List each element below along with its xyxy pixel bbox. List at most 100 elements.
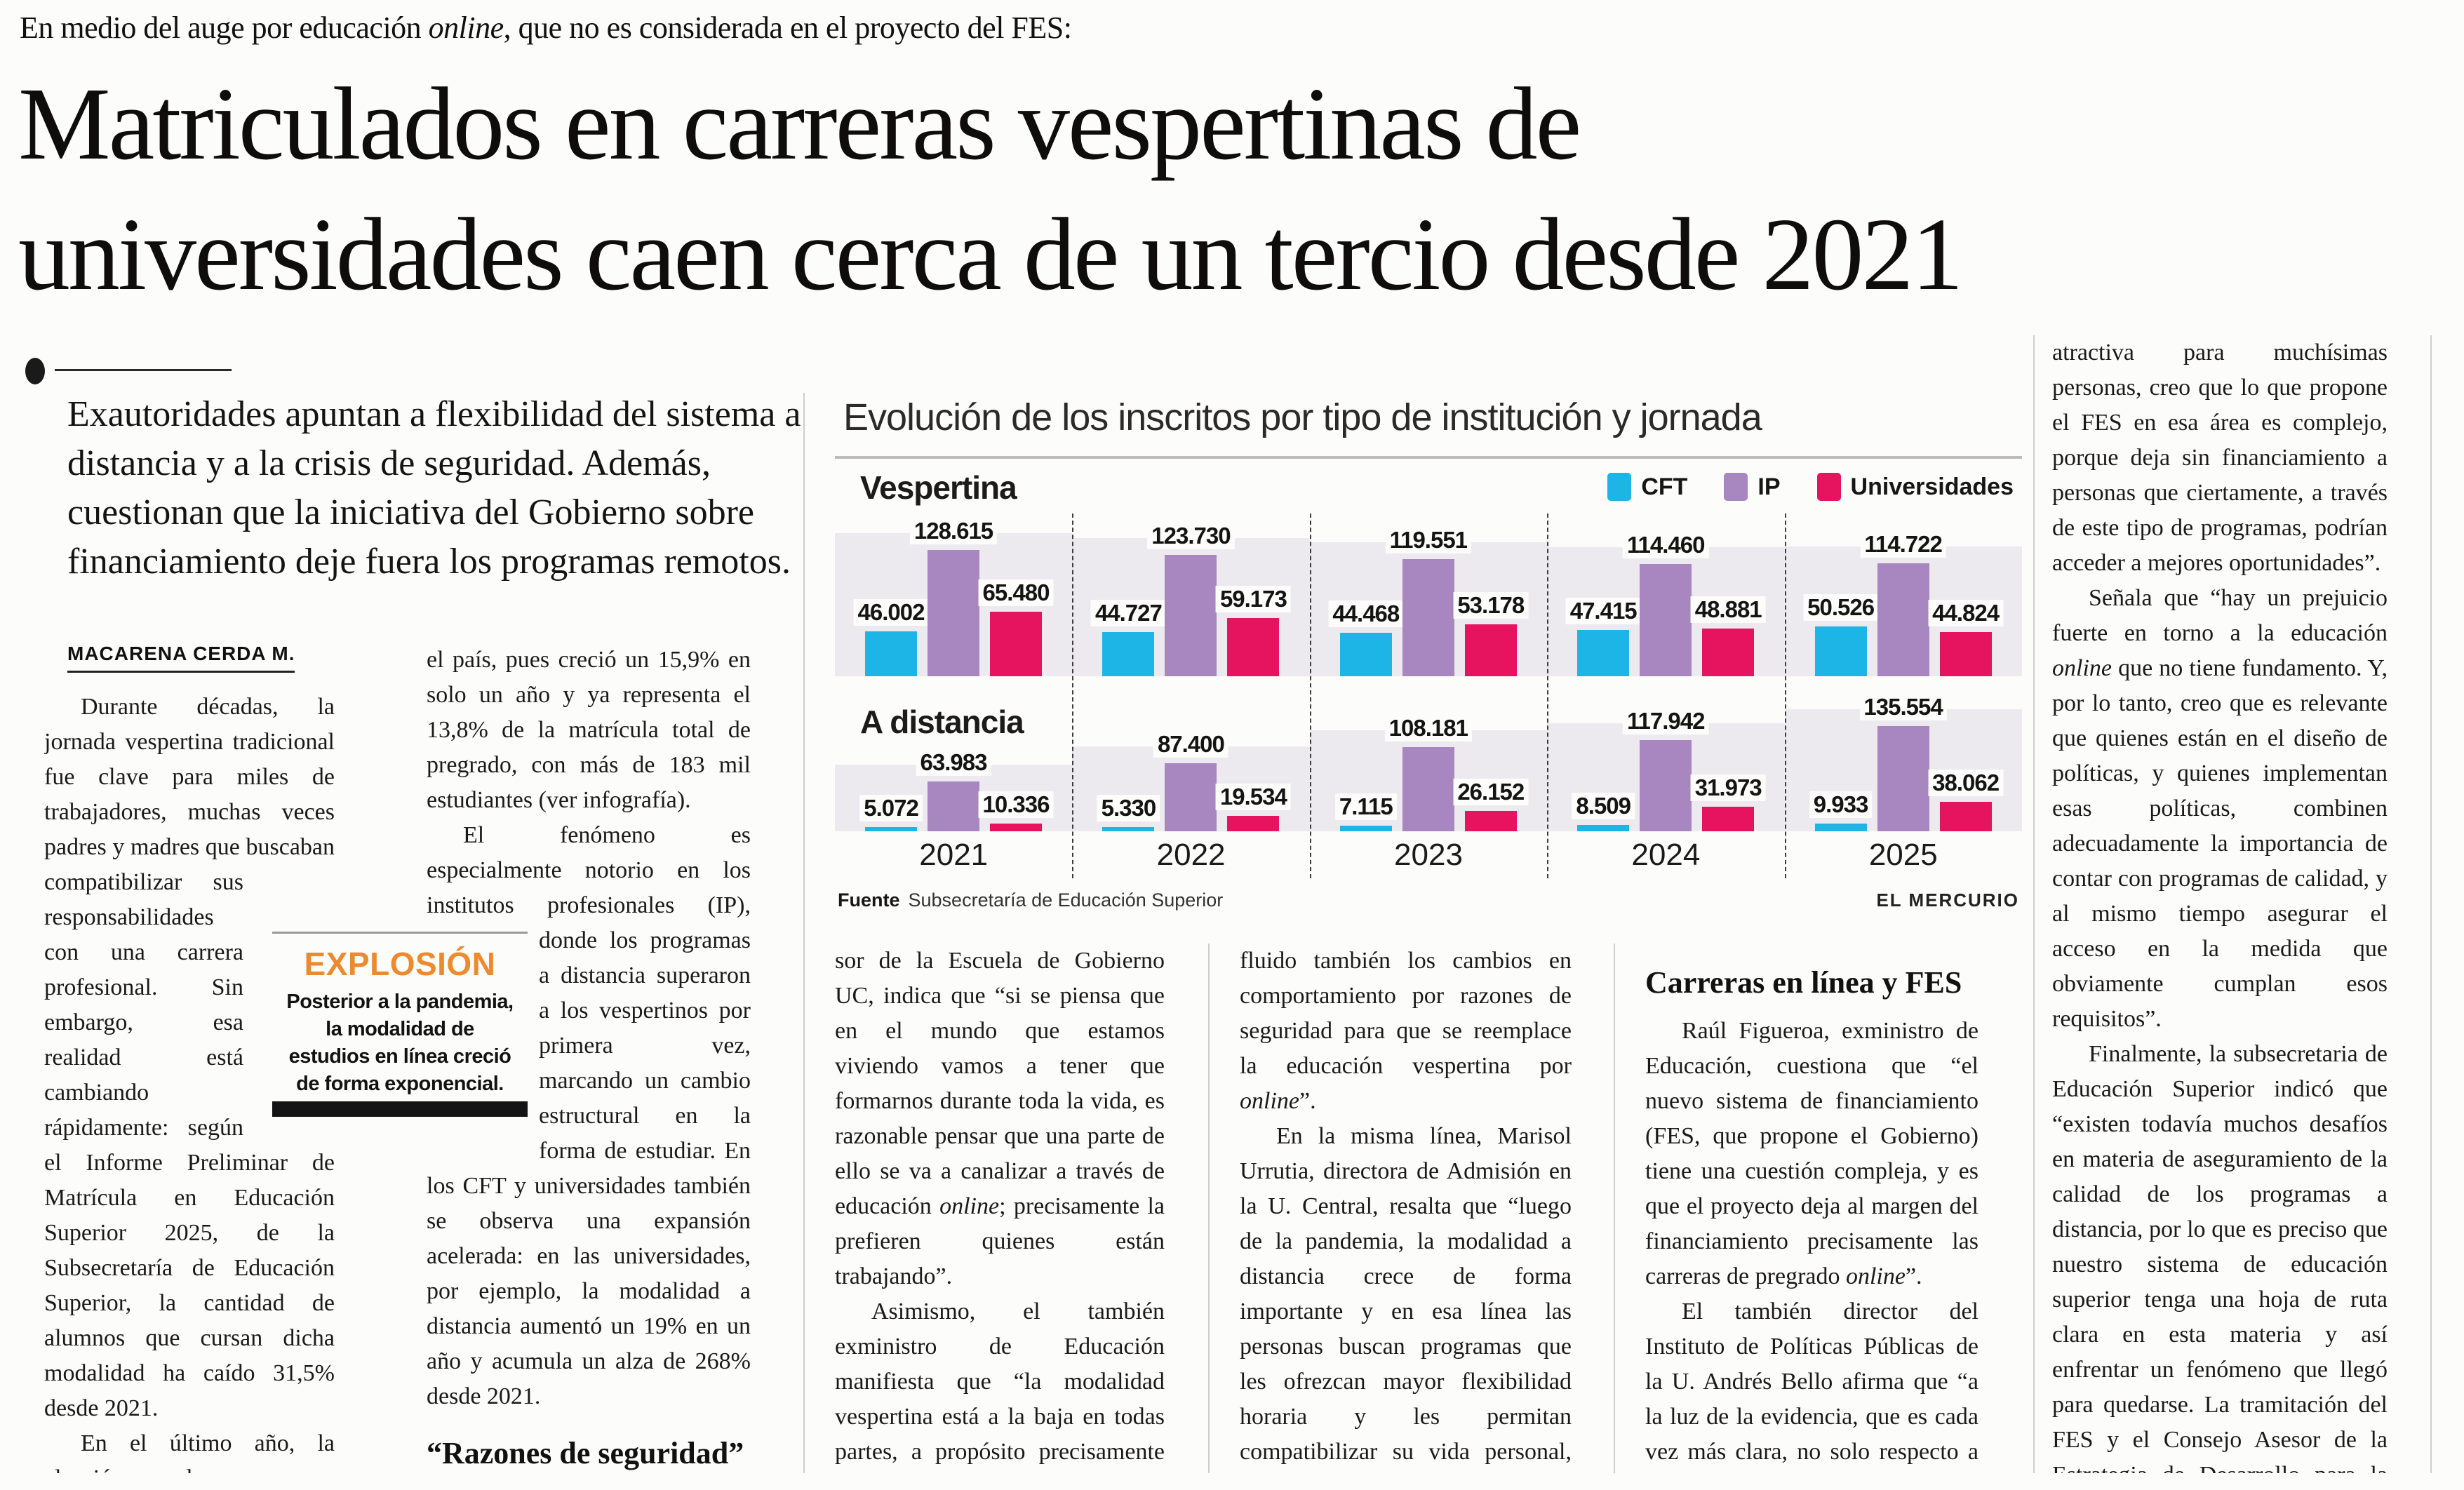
chart-panel-a-distancia: 5.072 63.983 10.336 5.330 87.400 19.534 7.115 1… bbox=[835, 694, 2022, 831]
text: Finalmente, la subsecretaria de Educació… bbox=[2052, 1041, 2388, 1473]
value-label: 50.526 bbox=[1803, 594, 1879, 622]
bar-ip-2023 bbox=[1402, 747, 1454, 831]
legend-swatch-icon bbox=[1816, 473, 1841, 501]
body-paragraph: En la misma línea, Marisol Urrutia, dire… bbox=[1240, 1119, 1572, 1473]
value-label: 7.115 bbox=[1334, 793, 1397, 821]
bullet-dot bbox=[25, 358, 45, 384]
bar-cft-2023 bbox=[1339, 826, 1392, 831]
bar-universidades-2023 bbox=[1464, 624, 1517, 676]
value-label: 65.480 bbox=[978, 579, 1054, 607]
legend-item-cft: CFT bbox=[1607, 473, 1687, 501]
bar-cft-2022 bbox=[1102, 632, 1155, 676]
callout-top-rule bbox=[272, 932, 528, 934]
text: el país, pues creció un 15,9% en solo un… bbox=[427, 647, 751, 813]
kicker-italic-word: online bbox=[428, 11, 504, 45]
year-group-2021: 46.002 128.615 65.480 bbox=[835, 518, 1073, 676]
legend-item-universidades: Universidades bbox=[1816, 473, 2014, 501]
bar-cft-2024 bbox=[1577, 824, 1630, 831]
column-rule bbox=[803, 393, 805, 1473]
year-label: 2023 bbox=[1394, 838, 1463, 872]
value-label: 48.881 bbox=[1690, 596, 1766, 623]
italic-text: online bbox=[1240, 1088, 1299, 1114]
value-label: 123.730 bbox=[1147, 522, 1235, 549]
value-label: 5.330 bbox=[1097, 795, 1160, 822]
chart-source: Fuente Subsecretaría de Educación Superio… bbox=[838, 890, 1223, 911]
value-label: 63.983 bbox=[916, 749, 991, 777]
bar-universidades-2021 bbox=[989, 612, 1043, 676]
bar-cft-2021 bbox=[864, 827, 918, 831]
text: Señala que “hay un prejuicio fuerte en t… bbox=[2052, 585, 2388, 646]
year-group-2024: 47.415 114.460 48.881 bbox=[1547, 530, 1785, 676]
year-group-2024: 8.509 117.942 31.973 bbox=[1547, 707, 1785, 831]
bullet-rule bbox=[55, 369, 232, 371]
callout-title: EXPLOSIÓN bbox=[304, 946, 496, 982]
value-label: 108.181 bbox=[1384, 715, 1472, 742]
value-label: 38.062 bbox=[1928, 769, 2004, 796]
legend-item-ip: IP bbox=[1724, 473, 1781, 501]
value-label: 31.973 bbox=[1690, 774, 1766, 801]
body-paragraph: fluido también los cambios en comportami… bbox=[1240, 944, 1572, 1119]
deck: Exautoridades apuntan a flexibilidad del… bbox=[67, 394, 801, 582]
value-label: 53.178 bbox=[1453, 591, 1529, 619]
value-label: 26.152 bbox=[1453, 779, 1529, 806]
text: En el último año, la elección de carrera… bbox=[44, 1430, 335, 1473]
text: El fenómeno es especialmente notorio en … bbox=[427, 822, 751, 1409]
section-subhead: Carreras en línea y FES bbox=[1645, 965, 1962, 1000]
kicker-text: En medio del auge por educación bbox=[20, 11, 429, 45]
legend-label: IP bbox=[1757, 473, 1781, 500]
value-label: 59.173 bbox=[1215, 586, 1291, 613]
bar-universidades-2025 bbox=[1939, 801, 1992, 831]
text: fluido también los cambios en comportami… bbox=[1240, 948, 1572, 1079]
value-label: 135.554 bbox=[1859, 694, 1947, 720]
body-paragraph: El fenómeno es especialmente notorio en … bbox=[427, 818, 751, 1414]
bar-ip-2022 bbox=[1165, 554, 1217, 676]
infographic-chart: Evolución de los inscritos por tipo de i… bbox=[835, 390, 2022, 941]
bar-universidades-2024 bbox=[1702, 628, 1755, 676]
bar-ip-2024 bbox=[1640, 739, 1692, 831]
text: Asimismo, el también exministro de Educa… bbox=[835, 1298, 1165, 1465]
chart-panel-vespertina: 46.002 128.615 65.480 44.727 123.730 59.173 44… bbox=[835, 518, 2022, 676]
year-group-2022: 5.330 87.400 19.534 bbox=[1072, 707, 1310, 831]
column-rule bbox=[2430, 335, 2432, 1473]
value-label: 114.722 bbox=[1860, 531, 1946, 558]
value-label: 47.415 bbox=[1565, 597, 1641, 624]
year-group-2022: 44.727 123.730 59.173 bbox=[1072, 522, 1310, 676]
year-group-2025: 9.933 135.554 38.062 bbox=[1784, 694, 2022, 831]
value-label: 117.942 bbox=[1622, 707, 1709, 734]
value-label: 44.468 bbox=[1328, 600, 1404, 627]
section-subhead: “Razones de seguridad” bbox=[427, 1436, 744, 1470]
bar-ip-2024 bbox=[1640, 563, 1692, 676]
bar-universidades-2023 bbox=[1464, 811, 1517, 831]
text: En la misma línea, Marisol Urrutia, dire… bbox=[1240, 1123, 1572, 1465]
body-column-4: fluido también los cambios en comportami… bbox=[1240, 944, 1572, 1473]
body-column-2: el país, pues creció un 15,9% en solo un… bbox=[427, 643, 751, 1473]
italic-text: online bbox=[939, 1193, 1000, 1219]
bar-ip-2025 bbox=[1877, 563, 1929, 676]
body-paragraph: atractiva para muchísimas personas, creo… bbox=[2052, 335, 2388, 581]
column-rule bbox=[2033, 335, 2035, 1473]
body-paragraph: Señala que “hay un prejuicio fuerte en t… bbox=[2052, 581, 2388, 1037]
italic-text: online bbox=[1845, 1263, 1906, 1289]
year-group-2025: 50.526 114.722 44.824 bbox=[1784, 530, 2022, 676]
body-paragraph: En el último año, la elección de carrera… bbox=[44, 1426, 335, 1473]
value-label: 9.933 bbox=[1809, 791, 1873, 819]
year-group-2023: 44.468 119.551 53.178 bbox=[1309, 526, 1548, 676]
kicker-text-end: , que no es considerada en el proyecto d… bbox=[503, 11, 1072, 45]
body-paragraph: Asimismo, el también exministro de Educa… bbox=[835, 1294, 1165, 1473]
legend-swatch-icon bbox=[1724, 473, 1748, 501]
body-column-1: Durante décadas, la jornada vespertina t… bbox=[44, 690, 335, 1473]
body-paragraph: Durante décadas, la jornada vespertina t… bbox=[44, 690, 335, 1426]
year-label: 2025 bbox=[1868, 838, 1938, 872]
column-rule bbox=[1614, 944, 1615, 1473]
bar-cft-2021 bbox=[864, 631, 918, 676]
bar-universidades-2025 bbox=[1939, 632, 1992, 676]
value-label: 44.727 bbox=[1090, 600, 1166, 627]
callout-body: Posterior a la pandemia, la modalidad de… bbox=[286, 991, 514, 1095]
x-axis-years: 2021 2022 2023 2024 2025 bbox=[835, 838, 2022, 873]
byline: MACARENA CERDA M. bbox=[67, 643, 295, 673]
chart-title-rule bbox=[835, 456, 2022, 459]
body-paragraph: el país, pues creció un 15,9% en solo un… bbox=[427, 643, 751, 818]
bar-ip-2021 bbox=[927, 781, 980, 831]
headline-line-1: Matriculados en carreras vespertinas de bbox=[18, 67, 1581, 182]
bar-ip-2023 bbox=[1402, 558, 1454, 676]
